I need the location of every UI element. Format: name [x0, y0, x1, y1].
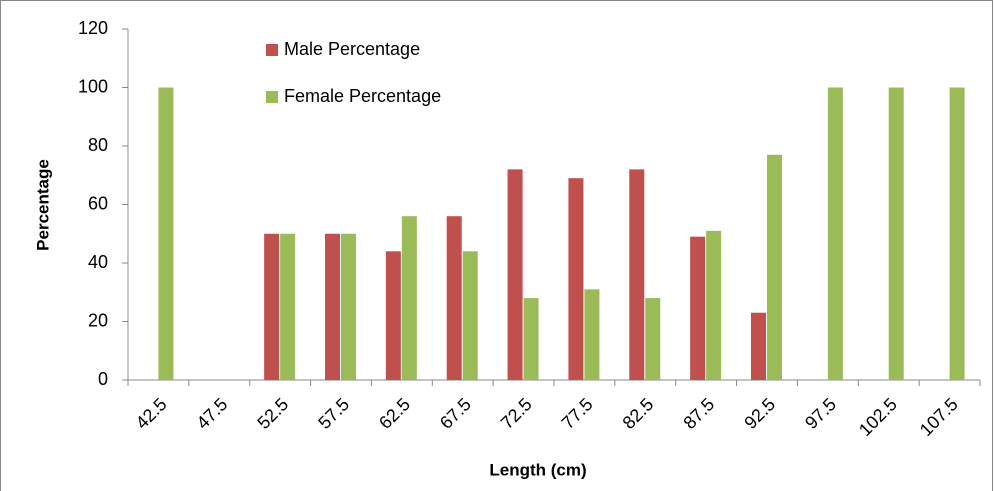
bar	[446, 216, 462, 380]
bar	[401, 216, 417, 380]
y-tick-label: 40	[88, 252, 108, 272]
x-tick-label: 67.5	[436, 394, 475, 433]
x-tick-label: 77.5	[558, 394, 597, 433]
y-tick-label: 0	[98, 369, 108, 389]
bar	[584, 289, 600, 380]
x-tick-label: 47.5	[193, 394, 232, 433]
x-axis-title: Length (cm)	[489, 460, 586, 479]
x-tick-label: 102.5	[855, 394, 901, 440]
bar	[690, 236, 706, 380]
y-tick-label: 120	[78, 18, 108, 38]
bar	[645, 298, 661, 380]
legend-swatch	[266, 91, 278, 103]
bar	[827, 87, 843, 380]
bar	[507, 169, 523, 380]
bar	[751, 312, 766, 380]
x-tick-label: 57.5	[314, 394, 353, 433]
legend-swatch	[266, 44, 278, 56]
bar	[280, 233, 296, 380]
x-tick-label: 72.5	[497, 394, 536, 433]
bar	[523, 298, 539, 380]
bar	[341, 233, 356, 380]
bar	[264, 233, 280, 380]
x-tick-label: 97.5	[801, 394, 840, 433]
x-tick-label: 82.5	[619, 394, 658, 433]
bar	[385, 251, 401, 380]
bar	[629, 169, 645, 380]
bar	[888, 87, 904, 380]
bar	[767, 154, 782, 380]
bar	[158, 87, 174, 380]
bar	[462, 251, 478, 380]
bar	[325, 233, 340, 380]
y-tick-label: 60	[88, 193, 108, 213]
x-tick-label: 62.5	[375, 394, 414, 433]
x-tick-label: 87.5	[679, 394, 718, 433]
x-tick-label: 52.5	[253, 394, 292, 433]
legend-label: Male Percentage	[284, 39, 420, 59]
bar	[568, 178, 584, 380]
y-tick-label: 20	[88, 310, 108, 330]
legend-label: Female Percentage	[284, 86, 441, 106]
x-tick-label: 92.5	[740, 394, 779, 433]
y-tick-label: 80	[88, 135, 108, 155]
y-axis-title: Percentage	[33, 159, 52, 251]
bar	[706, 230, 722, 380]
x-tick-label: 42.5	[132, 394, 171, 433]
x-tick-label: 107.5	[916, 394, 962, 440]
y-tick-label: 100	[78, 76, 108, 96]
bar	[949, 87, 965, 380]
